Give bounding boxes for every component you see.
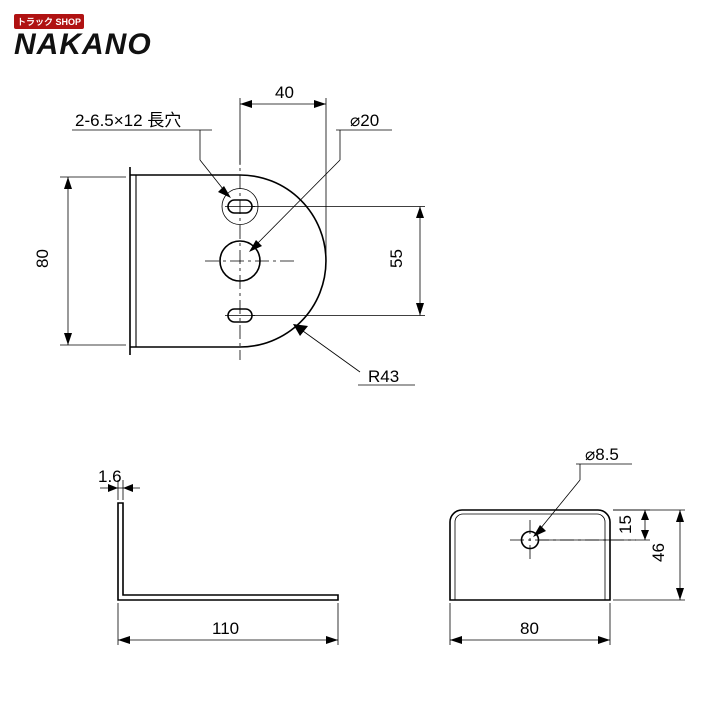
dim-15: 15 bbox=[539, 510, 650, 540]
dim-40: 40 bbox=[240, 83, 326, 261]
technical-drawing: 40 80 55 2-6.5×12 長穴 bbox=[0, 0, 728, 728]
label-d20-text: ⌀20 bbox=[350, 111, 379, 130]
dim-80-text: 80 bbox=[33, 249, 52, 268]
dim-80: 80 bbox=[33, 177, 126, 345]
dim-15-text: 15 bbox=[616, 515, 635, 534]
label-slot-text: 2-6.5×12 長穴 bbox=[75, 111, 181, 130]
dim-80-side-text: 80 bbox=[520, 619, 539, 638]
label-d85-text: ⌀8.5 bbox=[585, 445, 619, 464]
side-view: 80 46 15 ⌀8.5 bbox=[450, 445, 685, 645]
dim-80-side: 80 bbox=[450, 603, 610, 645]
dim-110-text: 110 bbox=[212, 619, 239, 638]
dim-1-6: 1.6 bbox=[98, 467, 140, 500]
dim-110: 110 bbox=[118, 603, 338, 645]
dim-40-text: 40 bbox=[275, 83, 294, 102]
front-view: 1.6 110 bbox=[98, 467, 338, 645]
dim-55-text: 55 bbox=[387, 249, 406, 268]
dim-16-text: 1.6 bbox=[98, 467, 122, 486]
top-view: 40 80 55 2-6.5×12 長穴 bbox=[33, 83, 425, 386]
dim-46-text: 46 bbox=[649, 543, 668, 562]
label-r43: R43 bbox=[293, 324, 415, 386]
label-slot: 2-6.5×12 長穴 bbox=[72, 111, 258, 225]
label-r43-text: R43 bbox=[368, 367, 399, 386]
